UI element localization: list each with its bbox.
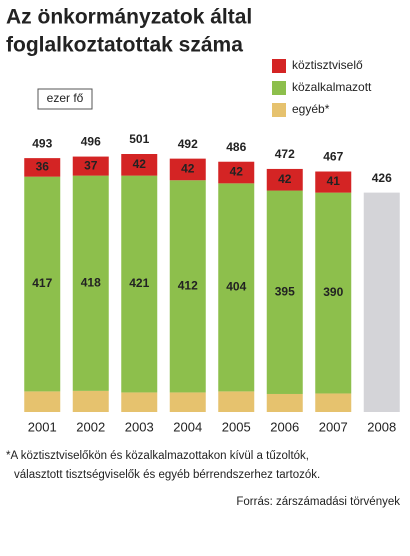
value-label: 404: [226, 280, 246, 294]
x-tick-label: 2006: [270, 419, 299, 434]
legend-label: köztisztviselő: [292, 58, 363, 72]
total-bar: [363, 192, 400, 412]
total-label: 467: [323, 150, 343, 164]
bar-segment: [315, 171, 352, 193]
total-label: 493: [32, 136, 52, 150]
bar-segment: [24, 158, 61, 177]
bar-segment: [315, 393, 352, 412]
value-label: 42: [230, 165, 244, 179]
bar-segment: [121, 392, 158, 412]
value-label: 42: [181, 162, 195, 176]
legend-label: közalkalmazott: [292, 80, 372, 94]
total-label: 472: [275, 147, 295, 161]
x-tick-label: 2007: [319, 419, 348, 434]
bar-segment: [218, 161, 255, 184]
x-tick-label: 2003: [125, 419, 154, 434]
total-label: 486: [226, 140, 246, 154]
legend-swatch: [272, 103, 286, 117]
unit-box: [37, 88, 93, 110]
bar-segment: [72, 156, 109, 176]
total-label: 492: [178, 137, 198, 151]
bar-segment: [218, 391, 255, 412]
bar-segment: [121, 175, 158, 393]
total-label: 426: [372, 171, 392, 185]
bar-segment: [266, 168, 303, 191]
bar-segment: [24, 176, 61, 392]
total-label: 501: [129, 132, 149, 146]
value-label: 42: [133, 157, 147, 171]
bar-segment: [218, 183, 255, 392]
bar-segment: [72, 175, 109, 391]
value-label: 42: [278, 172, 292, 186]
x-tick-label: 2008: [367, 419, 396, 434]
bar-segment: [266, 393, 303, 412]
bar-segment: [169, 180, 206, 393]
bar-segment: [72, 390, 109, 412]
value-label: 36: [36, 160, 50, 174]
source: Forrás: zárszámadási törvények: [236, 496, 400, 508]
x-tick-label: 2002: [76, 419, 105, 434]
value-label: 41: [327, 174, 341, 188]
footnote: választott tisztségviselők és egyéb bérr…: [14, 469, 320, 481]
legend-swatch: [272, 81, 286, 95]
legend-label: egyéb*: [292, 102, 330, 116]
chart-title: Az önkormányzatok által: [6, 6, 252, 29]
unit-label: ezer fő: [47, 91, 84, 105]
bar-segment: [169, 392, 206, 412]
x-tick-label: 2005: [222, 419, 251, 434]
x-tick-label: 2001: [28, 419, 57, 434]
value-label: 395: [275, 284, 295, 298]
footnote: *A köztisztviselőkön és közalkalmazottak…: [6, 450, 309, 462]
bar-segment: [121, 154, 158, 176]
value-label: 417: [32, 276, 52, 290]
bar-segment: [169, 158, 206, 181]
chart-title: foglalkoztatottak száma: [6, 34, 243, 57]
value-label: 412: [178, 279, 198, 293]
value-label: 37: [84, 158, 98, 172]
value-label: 418: [81, 275, 101, 289]
x-tick-label: 2004: [173, 419, 202, 434]
value-label: 421: [129, 276, 149, 290]
bar-segment: [24, 391, 61, 412]
value-label: 390: [323, 285, 343, 299]
legend-swatch: [272, 59, 286, 73]
bar-segment: [266, 190, 303, 394]
total-label: 496: [81, 135, 101, 149]
bar-segment: [315, 192, 352, 394]
